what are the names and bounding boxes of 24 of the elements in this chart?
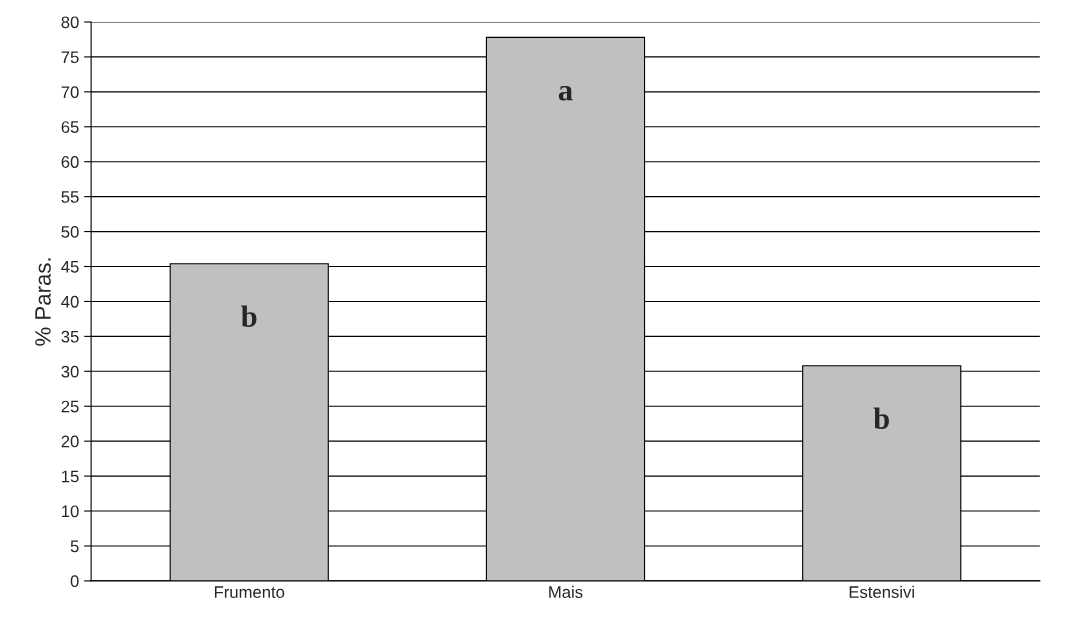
- y-tick-label: 40: [61, 295, 79, 308]
- x-tick-label: Estensivi: [849, 585, 914, 598]
- y-tick-label: 75: [61, 51, 79, 64]
- annotation: a: [558, 85, 573, 101]
- y-tick-label: 45: [61, 261, 79, 273]
- annotation: b: [873, 407, 889, 429]
- y-tick-label: 55: [61, 191, 79, 203]
- x-tick-label: Mais: [549, 585, 583, 598]
- y-tick-label: 35: [61, 330, 79, 343]
- y-tick-label: 65: [61, 121, 79, 133]
- y-tick-label: 0: [70, 575, 79, 588]
- y-axis-title: % Paras.: [35, 258, 51, 346]
- y-tick-label: 50: [61, 225, 79, 238]
- y-tick-label: 60: [61, 156, 79, 168]
- y-tick-label: 25: [61, 400, 79, 413]
- x-tick-label: Frumento: [214, 586, 285, 598]
- y-tick-label: 15: [62, 470, 79, 483]
- y-tick-label: 20: [61, 435, 79, 448]
- y-tick-label: 10: [62, 505, 79, 518]
- y-tick-label: 5: [70, 540, 79, 553]
- y-tick-label: 70: [61, 86, 79, 99]
- y-tick-label: 30: [61, 365, 79, 378]
- y-tick-label: 80: [61, 16, 79, 29]
- annotation: b: [241, 305, 257, 327]
